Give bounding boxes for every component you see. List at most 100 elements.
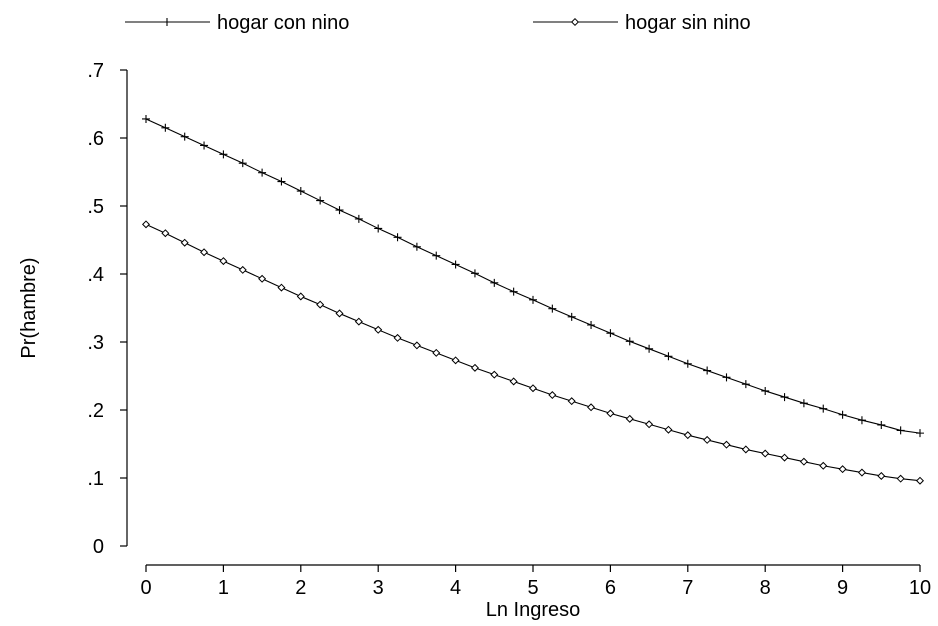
plus-data-point	[567, 312, 576, 321]
axes: 0 .1 .2 .3 .4 .5 .6 .7 0 1 2 3 4 5 6 7 8 9 10	[87, 60, 931, 599]
diamond-data-point	[625, 414, 634, 423]
plus-data-point	[548, 304, 557, 313]
y-tick-label: .1	[87, 468, 104, 490]
diamond-data-point	[780, 453, 789, 462]
diamond-data-point	[819, 461, 828, 470]
plus-data-point	[799, 399, 808, 408]
diamond-data-point	[412, 341, 421, 350]
diamond-data-point	[354, 317, 363, 326]
x-tick-label: 4	[450, 577, 461, 599]
diamond-data-point	[238, 265, 247, 274]
plus-data-point	[838, 410, 847, 419]
diamond-data-point	[761, 449, 770, 458]
diamond-data-point	[432, 348, 441, 357]
legend-label-hogar-sin-nino: hogar sin nino	[625, 12, 751, 34]
plus-data-point	[200, 141, 209, 150]
diamond-data-point	[645, 420, 654, 429]
plus-data-point	[741, 380, 750, 389]
y-tick-label: .4	[87, 264, 104, 286]
plus-data-point	[877, 420, 886, 429]
x-tick-label: 5	[527, 577, 538, 599]
y-tick-label: .5	[87, 196, 104, 218]
plus-data-point	[896, 426, 905, 435]
diamond-data-point	[277, 283, 286, 292]
diamond-data-point	[393, 333, 402, 342]
plot-area	[141, 114, 925, 485]
diamond-data-point	[490, 370, 499, 379]
diamond-data-point	[915, 476, 925, 485]
diamond-data-point	[741, 445, 750, 454]
legend-item-hogar-con-nino: hogar con nino	[125, 12, 349, 34]
diamond-data-point	[722, 440, 731, 449]
plus-data-point	[490, 278, 499, 287]
diamond-data-point	[161, 229, 170, 238]
legend-marker	[163, 18, 171, 26]
x-tick-label: 7	[682, 577, 693, 599]
legend-marker	[570, 17, 580, 27]
plus-data-point	[509, 287, 518, 296]
diamond-data-point	[857, 468, 866, 477]
series-diamond	[141, 220, 925, 485]
legend-label-hogar-con-nino: hogar con nino	[217, 12, 349, 34]
diamond-data-point	[296, 292, 305, 301]
plus-data-point	[625, 337, 634, 346]
diamond-data-point	[877, 471, 886, 480]
plus-data-point	[819, 404, 828, 413]
diamond-data-point	[451, 356, 460, 365]
plus-data-point	[761, 386, 770, 395]
x-tick-label: 2	[295, 577, 306, 599]
legend-diamond-marker-icon	[570, 17, 580, 27]
plus-data-point	[857, 416, 866, 425]
diamond-data-point	[683, 431, 692, 440]
diamond-data-point	[200, 248, 209, 257]
plus-data-point	[277, 177, 286, 186]
series-plus	[142, 114, 924, 438]
y-tick-label: .2	[87, 400, 104, 422]
x-tick-label: 10	[909, 577, 931, 599]
diamond-data-point	[528, 384, 538, 393]
diamond-data-point	[374, 325, 383, 334]
plus-data-point	[180, 132, 189, 141]
plus-data-point	[316, 196, 325, 205]
diamond-data-point	[896, 474, 905, 483]
x-tick-label: 6	[605, 577, 616, 599]
diamond-data-point	[799, 457, 808, 466]
y-tick-label: .7	[87, 60, 104, 82]
plus-data-point	[722, 373, 731, 382]
diamond-data-point	[141, 220, 151, 229]
plus-data-point	[683, 359, 692, 368]
x-ticks: 0 1 2 3 4 5 6 7 8 9 10	[140, 565, 931, 599]
plus-data-point	[529, 295, 537, 304]
plus-data-point	[219, 150, 228, 159]
diamond-data-point	[606, 409, 615, 418]
y-tick-label: 0	[93, 536, 104, 558]
x-axis-title: Ln Ingreso	[486, 599, 581, 621]
plus-data-point	[470, 269, 479, 278]
plus-data-point	[780, 393, 789, 402]
diamond-data-point	[180, 238, 189, 247]
plus-data-point	[664, 352, 673, 361]
legend: hogar con nino hogar sin nino	[125, 12, 751, 34]
plus-data-point	[238, 159, 247, 168]
diamond-data-point	[587, 403, 596, 412]
diamond-data-point	[567, 397, 576, 406]
legend-plus-marker-icon	[163, 18, 171, 26]
legend-item-hogar-sin-nino: hogar sin nino	[533, 12, 751, 34]
plus-data-point	[606, 329, 615, 338]
plus-data-point	[393, 233, 402, 242]
y-tick-label: .3	[87, 332, 104, 354]
plus-data-point	[451, 260, 460, 269]
x-tick-label: 1	[218, 577, 229, 599]
plus-data-point	[142, 114, 150, 123]
plus-data-point	[645, 344, 654, 353]
y-ticks: 0 .1 .2 .3 .4 .5 .6 .7	[87, 60, 127, 558]
diamond-data-point	[470, 363, 479, 372]
y-tick-label: .6	[87, 128, 104, 150]
plus-data-point	[916, 429, 924, 438]
plus-data-point	[258, 168, 267, 177]
plus-data-point	[335, 206, 344, 215]
diamond-data-point	[664, 425, 673, 434]
x-tick-label: 3	[373, 577, 384, 599]
plus-data-point	[374, 224, 383, 233]
